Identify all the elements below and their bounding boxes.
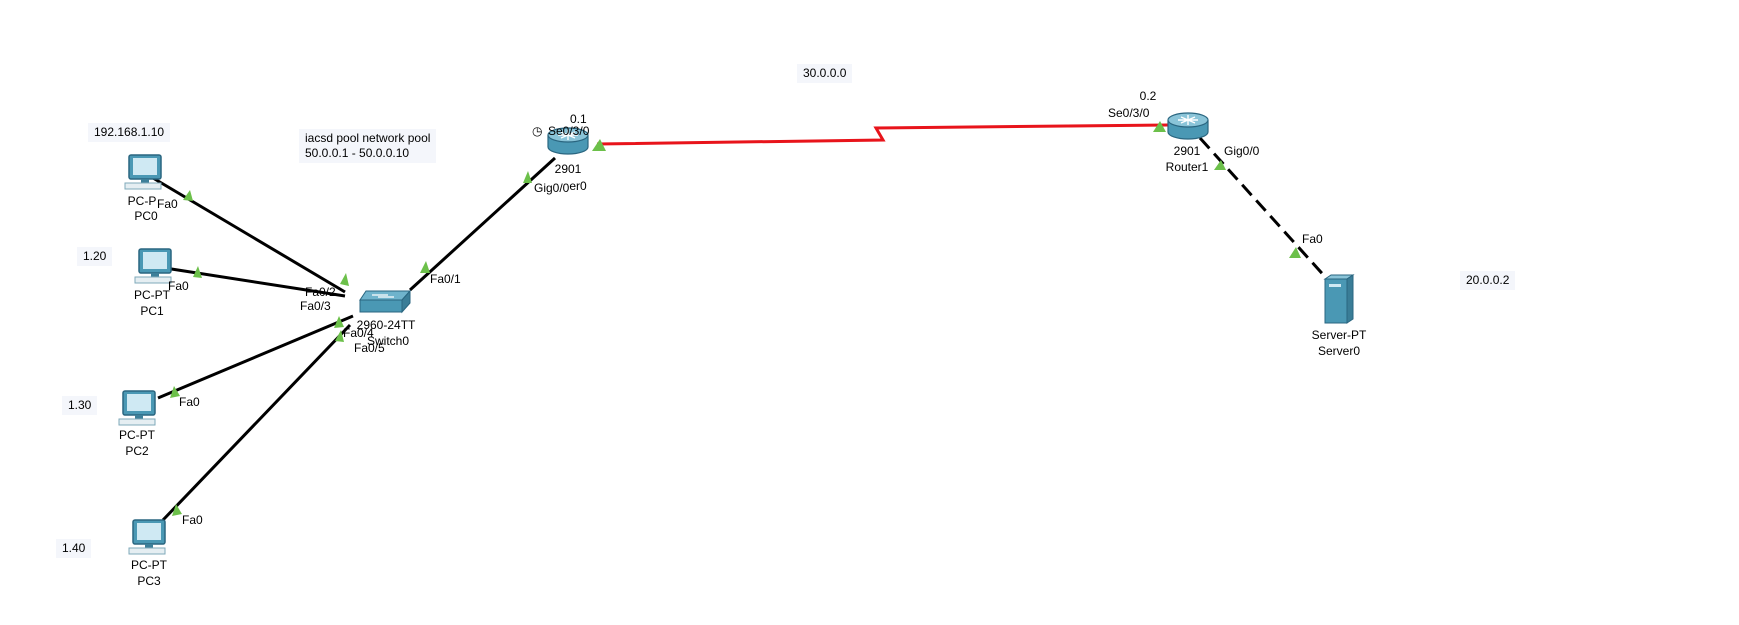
port-up-marker	[183, 190, 193, 201]
desktop-pc-icon	[134, 248, 172, 284]
server0-model-label: Server-PT	[1311, 328, 1367, 342]
port-up-marker	[335, 330, 344, 342]
switch0-model-label: 2960-24TT	[356, 318, 416, 332]
note-pc1-ip[interactable]: 1.20	[77, 247, 113, 266]
port-up-marker	[172, 504, 182, 516]
pc2-model-label: PC-PT	[119, 428, 155, 442]
switch-port-fa0-1-label: Fa0/1	[430, 272, 461, 286]
pc0-name-label: PC0	[134, 209, 158, 223]
link-switch-router0[interactable]	[408, 156, 557, 292]
note-dhcp-pool[interactable]: iacsd pool network pool 50.0.0.1 - 50.0.…	[299, 129, 437, 163]
server-tower-icon	[1323, 274, 1355, 324]
switch-port-fa0-4-label: Fa0/4	[343, 326, 374, 340]
port-up-marker	[1153, 121, 1166, 132]
pc3-model-label: PC-PT	[131, 558, 167, 572]
router1-gig-port-label: Gig0/0	[1224, 144, 1260, 158]
pc1-name-label: PC1	[140, 304, 164, 318]
pc2-device[interactable]	[117, 389, 159, 427]
router0-device[interactable]	[546, 126, 590, 156]
note-dhcp-pool-line2: 50.0.0.1 - 50.0.0.10	[305, 146, 410, 160]
note-server-ip[interactable]: 20.0.0.2	[1460, 271, 1516, 290]
pc1-model-label: PC-PT	[134, 288, 170, 302]
link-pc0-switch[interactable]	[152, 176, 346, 294]
note-pc2-ip[interactable]: 1.30	[62, 396, 98, 415]
desktop-pc-icon	[128, 519, 166, 555]
port-up-marker	[170, 386, 180, 398]
port-up-marker	[592, 139, 606, 151]
port-up-marker	[420, 261, 430, 273]
router0-model-label: 2901	[554, 162, 582, 176]
link-router0-router1-serial[interactable]	[596, 123, 1169, 146]
port-up-marker	[1289, 247, 1301, 258]
switch-icon	[359, 289, 412, 314]
router1-address-label: 0.2	[1139, 89, 1157, 103]
link-pc3-switch[interactable]	[161, 323, 352, 522]
switch0-device[interactable]	[358, 288, 412, 314]
note-pc0-ip[interactable]: 192.168.1.10	[88, 123, 171, 142]
note-serial-network[interactable]: 30.0.0.0	[797, 64, 853, 83]
router1-name-label: Router1	[1165, 160, 1209, 174]
port-up-marker	[193, 266, 202, 278]
note-pc3-ip[interactable]: 1.40	[56, 539, 92, 558]
pc2-name-label: PC2	[125, 444, 149, 458]
pc3-name-label: PC3	[137, 574, 161, 588]
pc0-model-label: PC-P	[127, 194, 157, 208]
router1-device[interactable]	[1166, 111, 1210, 141]
pc1-port-label: Fa0	[168, 279, 189, 293]
pc3-device[interactable]	[127, 518, 169, 556]
link-state-markers	[170, 121, 1301, 516]
router1-model-label: 2901	[1173, 144, 1201, 158]
server0-name-label: Server0	[1317, 344, 1361, 358]
clock-icon: ◷	[532, 124, 543, 138]
server0-port-label: Fa0	[1302, 232, 1323, 246]
port-up-marker	[523, 171, 532, 183]
pc2-port-label: Fa0	[179, 395, 200, 409]
router0-se-port-label: Se0/3/0	[548, 124, 590, 138]
switch0-name-label: Switch0	[366, 334, 410, 348]
port-up-marker	[334, 316, 344, 328]
port-up-marker	[1214, 160, 1226, 170]
link-router1-server0[interactable]	[1198, 136, 1330, 282]
pc0-port-label: Fa0	[157, 197, 178, 211]
pc1-device[interactable]	[133, 247, 175, 285]
pc0-device[interactable]	[123, 153, 165, 191]
note-dhcp-pool-line1: iacsd pool network pool	[305, 131, 431, 145]
router0-name-label: er0	[569, 179, 587, 193]
link-pc2-switch[interactable]	[157, 314, 354, 400]
router0-gig-port-label: Gig0/0	[534, 181, 570, 195]
port-up-marker	[340, 273, 349, 286]
pc3-port-label: Fa0	[182, 513, 203, 527]
router1-se-port-label: Se0/3/0	[1108, 106, 1150, 120]
router0-address-label: 0.1	[570, 112, 587, 126]
switch-port-fa0-3-label: Fa0/3	[300, 299, 331, 313]
desktop-pc-icon	[118, 390, 156, 426]
ethernet-links	[152, 136, 1330, 522]
switch-port-fa0-5-label: Fa0/5	[354, 341, 385, 355]
server0-device[interactable]	[1321, 273, 1355, 325]
router-icon	[1167, 112, 1209, 140]
switch-port-fa0-2-label: Fa0/2	[305, 285, 336, 299]
desktop-pc-icon	[124, 154, 162, 190]
router-icon	[547, 127, 589, 155]
